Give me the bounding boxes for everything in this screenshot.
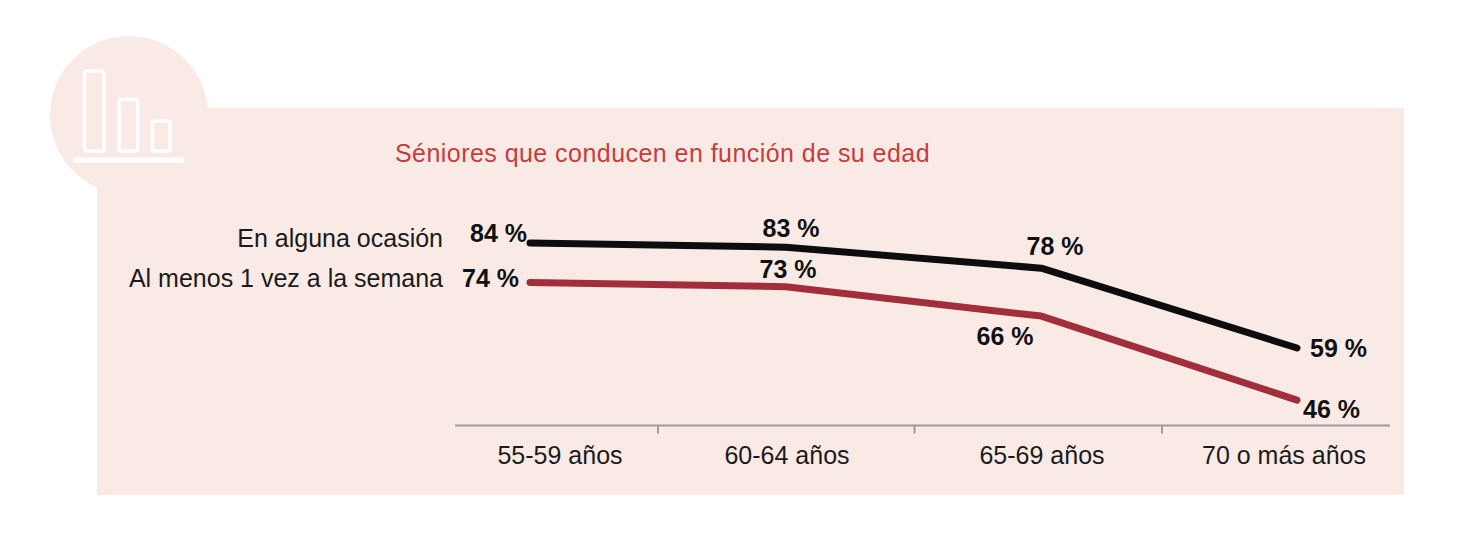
data-label: 84 % bbox=[470, 219, 527, 247]
data-label: 59 % bbox=[1310, 334, 1367, 362]
x-axis-label: 70 o más años bbox=[1202, 441, 1366, 469]
data-label: 83 % bbox=[763, 214, 820, 242]
data-label: 78 % bbox=[1027, 232, 1084, 260]
x-axis-label: 55-59 años bbox=[497, 441, 622, 469]
line-chart: 55-59 años 60-64 años 65-69 años 70 o más a… bbox=[0, 0, 1462, 542]
data-label: 74 % bbox=[462, 264, 519, 292]
page: { "panel": { "bg": "#FAEAE6" }, "icon": … bbox=[0, 0, 1462, 542]
data-label: 66 % bbox=[977, 322, 1034, 350]
x-axis-label: 60-64 años bbox=[724, 441, 849, 469]
series-line-1 bbox=[530, 243, 1297, 348]
x-axis-label: 65-69 años bbox=[979, 441, 1104, 469]
data-label: 46 % bbox=[1303, 395, 1360, 423]
series-line-2 bbox=[530, 283, 1297, 401]
data-label: 73 % bbox=[760, 255, 817, 283]
